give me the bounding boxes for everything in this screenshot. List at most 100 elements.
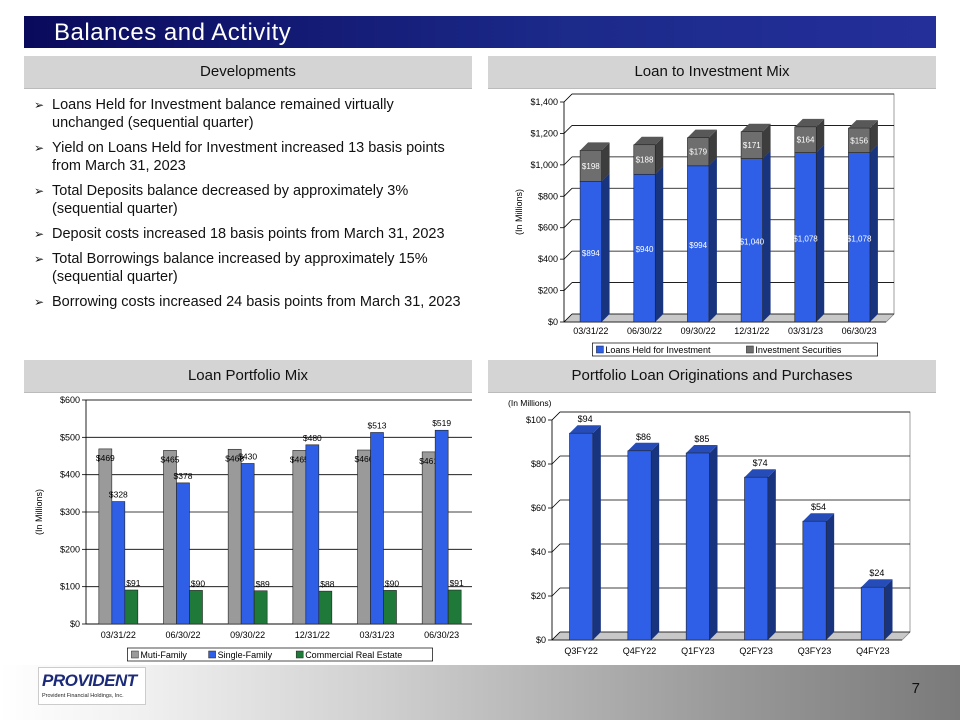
y-tick-label: $600	[538, 223, 558, 233]
data-label: $85	[694, 434, 709, 444]
legend-label: Loans Held for Investment	[605, 345, 711, 355]
bar	[848, 144, 878, 323]
bar-top	[633, 136, 664, 145]
gridline	[551, 455, 561, 465]
footer-bar	[0, 665, 960, 720]
x-tick-label: 06/30/23	[842, 326, 877, 336]
data-label: $465	[161, 454, 180, 464]
y-tick-label: $80	[531, 459, 546, 469]
bar-top	[686, 445, 718, 453]
bar-side	[869, 120, 878, 153]
bar	[579, 142, 610, 182]
bar	[794, 118, 825, 153]
bar-front	[860, 586, 885, 641]
bar-side	[816, 144, 825, 322]
gridline	[563, 156, 573, 166]
bar-side	[651, 442, 660, 640]
data-label: $894	[582, 249, 600, 258]
data-label: $89	[256, 579, 270, 589]
y-tick-label: $1,400	[530, 97, 558, 107]
originations-header: Portfolio Loan Originations and Purchase…	[488, 360, 936, 393]
loan-portfolio-chart: $0 $100 $200 $300 $400 $500 $600 (In Millions) $…	[34, 395, 472, 662]
bullet-item: ➢ Total Borrowings balance increased by a…	[34, 250, 464, 286]
bar-front	[744, 476, 769, 641]
developments-list: ➢ Loans Held for Investment balance remai…	[34, 96, 464, 318]
bar	[569, 425, 601, 641]
gridline	[563, 188, 573, 197]
data-label: $468	[225, 453, 244, 463]
data-label: $469	[96, 453, 115, 463]
arrow-bullet-icon: ➢	[34, 141, 45, 155]
bar	[744, 469, 776, 641]
bar-top	[580, 142, 610, 151]
data-label: $54	[811, 502, 826, 512]
bar	[305, 444, 320, 625]
title-bar: Balances and Activity	[24, 16, 936, 48]
x-tick-label: 09/30/22	[681, 326, 716, 336]
bar-side	[601, 173, 610, 322]
provident-logo: PROVIDENT Provident Financial Holdings, …	[38, 667, 146, 705]
bar-front	[633, 144, 656, 175]
bar	[124, 589, 139, 625]
arrow-bullet-icon: ➢	[34, 184, 45, 198]
x-tick-label: Q3FY22	[564, 646, 598, 656]
x-tick-label: Q3FY23	[798, 646, 832, 656]
data-label: $328	[109, 490, 128, 500]
legend-swatch	[131, 650, 139, 659]
plot-area	[563, 93, 895, 323]
bar-top	[802, 513, 835, 522]
data-label: $94	[578, 414, 593, 424]
bar	[111, 501, 126, 625]
logo-subtitle: Provident Financial Holdings, Inc.	[42, 693, 124, 699]
bar	[421, 451, 436, 625]
bar-side	[592, 425, 601, 640]
y-tick-label: $0	[548, 317, 558, 327]
bullet-item: ➢ Borrowing costs increased 24 basis poin…	[34, 293, 464, 311]
bar	[860, 579, 893, 641]
bar-top	[627, 442, 660, 451]
arrow-bullet-icon: ➢	[34, 295, 45, 309]
y-tick-label: $400	[538, 254, 558, 264]
data-label: $179	[689, 148, 707, 157]
y-tick-label: $500	[60, 432, 80, 442]
bar	[447, 589, 462, 625]
bar-top	[861, 579, 893, 588]
bullet-text: Borrowing costs increased 24 basis point…	[52, 294, 461, 310]
bar-front	[685, 452, 710, 641]
plot-area	[551, 411, 911, 641]
bar-front	[627, 450, 652, 641]
page-title: Balances and Activity	[54, 19, 292, 46]
gridline	[563, 219, 573, 228]
loan-investment-header: Loan to Investment Mix	[488, 56, 936, 89]
bar-side	[655, 136, 664, 175]
bar-side	[816, 118, 825, 153]
x-tick-label: Q4FY22	[623, 646, 657, 656]
gridline	[563, 282, 573, 291]
bar	[633, 136, 664, 175]
data-label: $24	[869, 568, 884, 578]
y-tick-label: $100	[60, 582, 80, 592]
x-tick-label: 06/30/22	[627, 326, 662, 336]
bar-front	[579, 150, 602, 182]
data-label: $198	[582, 162, 600, 171]
bar	[383, 590, 397, 625]
bar-side	[601, 142, 610, 182]
arrow-bullet-icon: ➢	[34, 227, 45, 241]
bar-side	[655, 166, 664, 322]
bar-side	[884, 579, 893, 640]
bar	[802, 513, 835, 641]
data-label: $480	[303, 433, 322, 443]
data-label: $519	[432, 418, 451, 428]
gridline	[551, 411, 561, 421]
data-label: $994	[689, 241, 707, 250]
bar	[357, 449, 371, 625]
gridline	[551, 631, 561, 641]
gridline	[551, 587, 561, 597]
data-label: $465	[290, 454, 309, 464]
bar	[227, 448, 242, 625]
data-label: $1,078	[793, 234, 818, 243]
legend-label: Investment Securities	[755, 345, 842, 355]
y-axis-label: (In Millions)	[508, 398, 552, 408]
data-label: $378	[174, 471, 193, 481]
bar	[370, 432, 384, 625]
